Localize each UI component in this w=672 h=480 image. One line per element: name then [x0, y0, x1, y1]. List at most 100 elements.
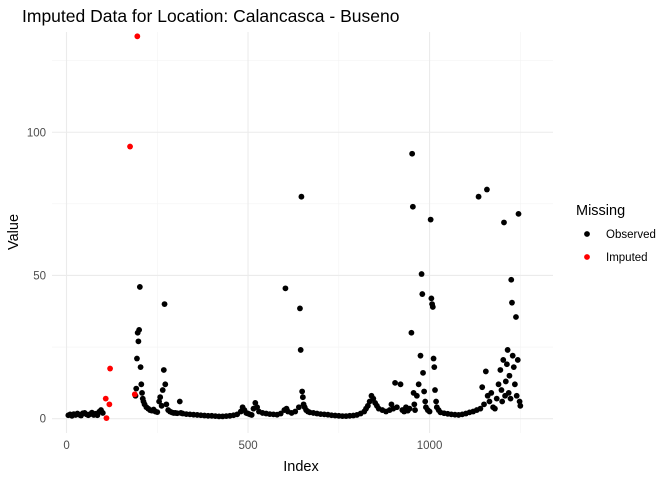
- observed-point: [161, 301, 168, 308]
- observed-point: [431, 364, 438, 371]
- observed-point: [422, 398, 429, 405]
- legend-items: Observed Imputed: [584, 229, 656, 264]
- observed-point: [134, 355, 140, 362]
- observed-point: [517, 402, 524, 409]
- observed-point: [481, 401, 487, 408]
- observed-point: [486, 398, 493, 405]
- observed-point: [135, 338, 142, 345]
- observed-point: [418, 271, 425, 277]
- observed-point: [509, 299, 515, 306]
- observed-point: [248, 412, 255, 418]
- observed-point: [432, 387, 438, 393]
- observed-point: [297, 347, 304, 353]
- observed-point: [409, 203, 416, 210]
- observed-point: [411, 401, 418, 408]
- observed-point: [427, 216, 434, 223]
- observed-point: [477, 405, 484, 412]
- imputed-point: [127, 143, 133, 150]
- observed-point: [415, 381, 422, 388]
- y-tick-label: 100: [27, 127, 46, 139]
- observed-point: [430, 355, 437, 362]
- observed-point: [392, 379, 398, 386]
- observed-point: [136, 326, 143, 333]
- observed-point: [137, 364, 144, 371]
- observed-point: [499, 398, 506, 405]
- observed-point: [412, 407, 418, 413]
- imputed-point: [134, 33, 141, 40]
- y-tick-label: 50: [33, 270, 46, 282]
- imputed-point: [103, 415, 110, 422]
- observed-point: [282, 285, 289, 292]
- observed-point: [509, 352, 516, 359]
- observed-point: [421, 388, 428, 395]
- observed-point: [511, 381, 518, 388]
- observed-point: [484, 186, 490, 193]
- observed-point: [516, 398, 523, 405]
- observed-point: [99, 410, 106, 416]
- imputed-point: [102, 395, 109, 402]
- observed-point: [299, 394, 306, 401]
- observed-point: [136, 284, 143, 290]
- observed-point: [159, 387, 166, 393]
- observed-point: [176, 398, 183, 405]
- observed-point: [160, 367, 167, 373]
- observed-point: [408, 329, 415, 336]
- observed-point: [501, 219, 507, 226]
- observed-point: [297, 305, 303, 312]
- observed-point: [514, 357, 521, 363]
- observed-point: [513, 314, 519, 320]
- observed-point: [498, 387, 505, 393]
- legend-label-imputed: Imputed: [606, 252, 648, 264]
- observed-point: [428, 295, 435, 302]
- observed-point: [500, 357, 507, 363]
- observed-point: [138, 381, 145, 388]
- observed-point: [426, 408, 433, 415]
- observed-point: [157, 394, 164, 401]
- legend-key-imputed: [584, 254, 590, 260]
- observed-point: [158, 402, 165, 409]
- observed-point: [413, 392, 420, 399]
- observed-point: [488, 390, 495, 396]
- x-axis-title: Index: [283, 459, 319, 475]
- observed-point: [420, 369, 426, 376]
- observed-point: [502, 378, 509, 385]
- observed-point: [433, 398, 439, 405]
- observed-point: [475, 193, 482, 200]
- observed-point: [299, 388, 306, 395]
- observed-point: [493, 395, 500, 402]
- x-tick-label: 500: [238, 440, 257, 452]
- observed-point: [507, 395, 514, 402]
- observed-point: [397, 381, 404, 388]
- observed-point: [298, 193, 305, 200]
- observed-point: [508, 276, 515, 283]
- legend-title: Missing: [576, 203, 625, 219]
- observed-point: [277, 410, 284, 417]
- gridlines: [52, 32, 553, 433]
- y-axis-ticks: 0 50 100: [27, 127, 46, 425]
- chart-title: Imputed Data for Location: Calancasca - …: [22, 6, 399, 26]
- observed-point: [162, 381, 169, 388]
- observed-point: [495, 381, 502, 388]
- observed-point: [506, 372, 513, 379]
- observed-point: [510, 364, 517, 371]
- imputed-point: [106, 401, 113, 408]
- observed-point: [292, 408, 299, 415]
- observed-point: [505, 390, 512, 396]
- data-points: [65, 33, 524, 422]
- x-tick-label: 0: [63, 440, 69, 452]
- legend-label-observed: Observed: [606, 229, 656, 241]
- observed-point: [133, 385, 140, 392]
- observed-point: [295, 404, 302, 411]
- observed-point: [417, 352, 424, 359]
- observed-point: [429, 304, 436, 310]
- observed-point: [409, 150, 416, 157]
- observed-point: [497, 367, 504, 373]
- observed-point: [393, 404, 400, 411]
- observed-point: [503, 361, 510, 368]
- y-axis-title: Value: [6, 214, 22, 250]
- observed-point: [504, 347, 511, 353]
- x-tick-label: 1000: [417, 440, 443, 452]
- observed-point: [154, 409, 161, 415]
- imputed-point: [107, 365, 113, 372]
